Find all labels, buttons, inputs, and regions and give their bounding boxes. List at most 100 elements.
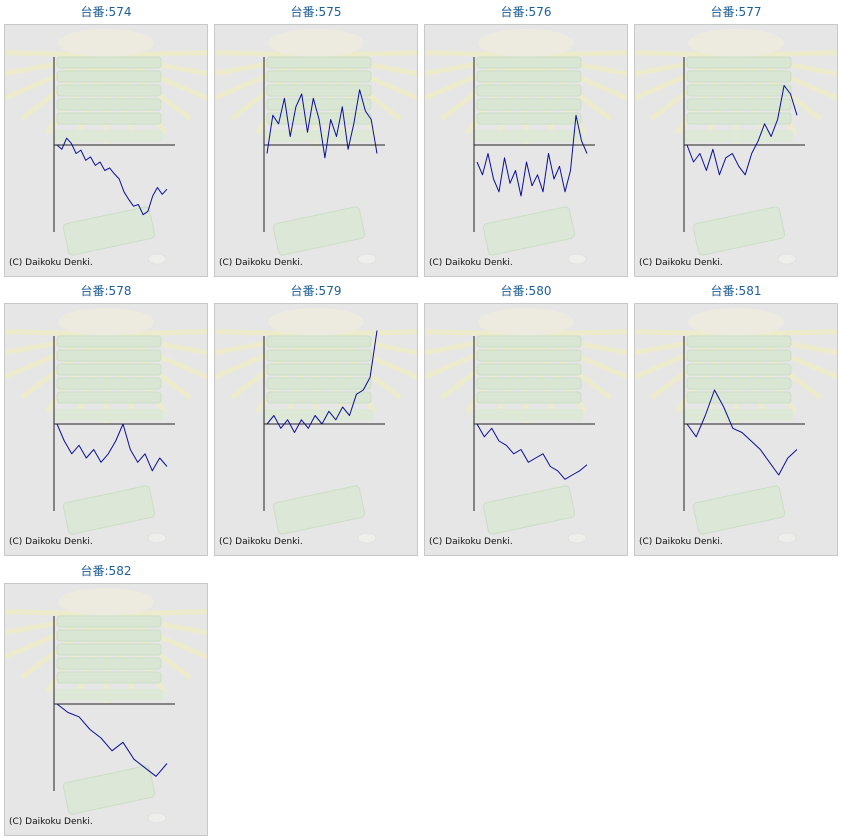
background-tray xyxy=(683,409,793,421)
background-tray xyxy=(683,130,793,142)
chart-svg xyxy=(5,308,207,544)
background-illustration xyxy=(5,308,207,544)
chart-svg xyxy=(5,588,207,824)
background-tray-slanted xyxy=(482,206,576,256)
background-ray xyxy=(283,54,319,143)
background-tray xyxy=(476,349,582,362)
background-tray xyxy=(56,391,162,404)
background-ray xyxy=(733,54,769,143)
background-tray xyxy=(53,689,163,701)
background-tray xyxy=(266,391,372,404)
background-tray xyxy=(56,349,162,362)
background-illustration xyxy=(635,308,837,544)
background-ray xyxy=(733,333,769,422)
chart-title: 台番:578 xyxy=(80,284,132,298)
background-tray xyxy=(56,56,162,69)
copyright-text: (C) Daikoku Denki. xyxy=(219,537,303,547)
background-tray xyxy=(476,363,582,376)
chart-svg xyxy=(215,29,417,265)
chart-panel: (C) Daikoku Denki. xyxy=(634,303,838,556)
background-tray xyxy=(476,56,582,69)
background-ray xyxy=(103,54,139,143)
background-tray xyxy=(263,130,373,142)
background-coin xyxy=(147,812,167,824)
background-ray xyxy=(493,333,529,422)
chart-title: 台番:580 xyxy=(500,284,552,298)
background-ray xyxy=(73,613,109,702)
background-coin xyxy=(147,532,167,544)
chart-title: 台番:582 xyxy=(80,564,132,578)
background-ray xyxy=(493,54,529,143)
copyright-text: (C) Daikoku Denki. xyxy=(9,817,93,827)
background-crowd xyxy=(688,308,784,336)
background-tray xyxy=(476,335,582,348)
series-line xyxy=(476,423,588,480)
background-illustration xyxy=(425,29,627,265)
chart-svg xyxy=(5,29,207,265)
background-tray-slanted xyxy=(692,206,786,256)
series-line xyxy=(686,85,798,176)
background-ray xyxy=(703,54,739,143)
background-tray xyxy=(266,98,372,111)
background-tray xyxy=(263,409,373,421)
chart-title: 台番:577 xyxy=(710,5,762,19)
chart-panel: (C) Daikoku Denki. xyxy=(4,24,208,277)
background-tray-slanted xyxy=(272,206,366,256)
background-tray xyxy=(686,363,792,376)
background-tray xyxy=(686,98,792,111)
series-line xyxy=(266,330,378,433)
background-crowd xyxy=(268,308,364,336)
chart-panel: (C) Daikoku Denki. xyxy=(424,303,628,556)
copyright-text: (C) Daikoku Denki. xyxy=(429,258,513,268)
background-coin xyxy=(567,532,587,544)
background-coin xyxy=(357,253,377,265)
background-tray xyxy=(56,70,162,83)
background-crowd xyxy=(478,308,574,336)
copyright-text: (C) Daikoku Denki. xyxy=(9,258,93,268)
background-crowd xyxy=(58,308,154,336)
background-tray xyxy=(56,657,162,670)
background-crowd xyxy=(268,29,364,57)
copyright-text: (C) Daikoku Denki. xyxy=(639,537,723,547)
background-tray xyxy=(476,84,582,97)
background-crowd xyxy=(478,29,574,57)
background-tray xyxy=(473,409,583,421)
background-ray xyxy=(313,54,349,143)
background-tray xyxy=(56,112,162,125)
background-ray xyxy=(703,333,739,422)
chart-title: 台番:574 xyxy=(80,5,132,19)
chart-panel: (C) Daikoku Denki. xyxy=(634,24,838,277)
background-illustration xyxy=(215,29,417,265)
background-coin xyxy=(567,253,587,265)
chart-title: 台番:581 xyxy=(710,284,762,298)
background-tray xyxy=(56,363,162,376)
background-tray xyxy=(686,112,792,125)
background-illustration xyxy=(425,308,627,544)
background-illustration xyxy=(635,29,837,265)
chart-svg xyxy=(635,29,837,265)
background-ray xyxy=(73,54,109,143)
background-coin xyxy=(777,253,797,265)
chart-panel: (C) Daikoku Denki. xyxy=(424,24,628,277)
background-coin xyxy=(777,532,797,544)
background-ray xyxy=(523,54,559,143)
copyright-text: (C) Daikoku Denki. xyxy=(9,537,93,547)
copyright-text: (C) Daikoku Denki. xyxy=(639,258,723,268)
background-tray xyxy=(56,671,162,684)
series-line xyxy=(266,89,378,159)
chart-svg xyxy=(425,308,627,544)
background-tray xyxy=(53,409,163,421)
background-tray xyxy=(266,84,372,97)
background-tray xyxy=(56,335,162,348)
background-tray-slanted xyxy=(272,485,366,535)
background-tray xyxy=(56,643,162,656)
background-tray xyxy=(476,391,582,404)
background-tray-slanted xyxy=(482,485,576,535)
background-tray xyxy=(56,615,162,628)
chart-panel: (C) Daikoku Denki. xyxy=(4,583,208,836)
background-tray xyxy=(53,130,163,142)
background-tray xyxy=(686,56,792,69)
chart-panel: (C) Daikoku Denki. xyxy=(4,303,208,556)
background-crowd xyxy=(58,29,154,57)
background-tray xyxy=(473,130,583,142)
